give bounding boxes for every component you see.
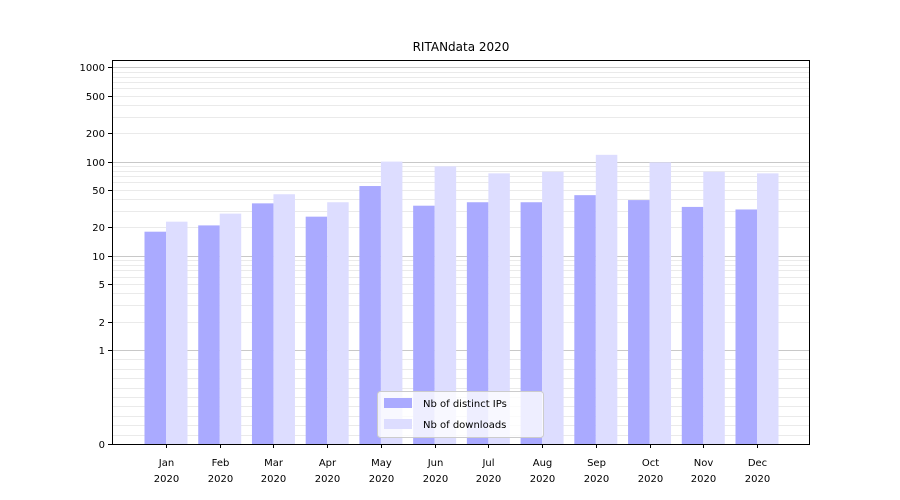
bar-distinct-ips-feb (198, 225, 220, 444)
x-tick-label-year: 2020 (638, 474, 663, 485)
x-tick-label-year: 2020 (423, 474, 448, 485)
bar-distinct-ips-jun (413, 205, 435, 444)
bar-distinct-ips-jul (466, 202, 489, 444)
y-tick-label: 5 (99, 280, 105, 291)
bar-downloads-mar (273, 194, 295, 444)
x-tick-label-month: Oct (642, 458, 659, 469)
x-tick-label-month: Feb (212, 458, 230, 469)
legend-label: Nb of downloads (423, 420, 506, 431)
bar-downloads-jul (488, 173, 510, 444)
y-tick-label: 10 (92, 252, 105, 263)
y-tick-label: 50 (92, 186, 105, 197)
y-tick-label: 20 (92, 223, 105, 234)
x-axis: Jan 2020 Feb 2020 Mar 2020 Apr 2020 May 2020 Jun 20… (154, 444, 770, 485)
bars-layer (144, 154, 779, 445)
x-tick-label-month: Jan (158, 458, 174, 469)
x-tick-label-month: Jun (427, 458, 444, 469)
bar-downloads-may (380, 161, 403, 444)
bar-downloads-jan (166, 221, 188, 444)
bar-downloads-jun (434, 166, 457, 445)
legend-box (377, 391, 544, 438)
x-tick-label-month: Sep (587, 458, 606, 469)
chart-title: RITANdata 2020 (413, 40, 510, 54)
y-tick-label: 0 (99, 440, 105, 451)
x-tick-label-year: 2020 (691, 474, 716, 485)
x-tick-label-year: 2020 (315, 474, 340, 485)
y-tick-label: 2 (99, 318, 105, 329)
plot-frame (112, 60, 810, 445)
legend: Nb of distinct IPs Nb of downloads (377, 391, 544, 438)
bar-distinct-ips-apr (305, 216, 328, 444)
y-tick-label: 1 (99, 346, 105, 357)
x-tick-label-year: 2020 (745, 474, 770, 485)
bar-downloads-dec (757, 173, 779, 444)
x-tick-label-month: Dec (748, 458, 767, 469)
x-tick-label-year: 2020 (154, 474, 179, 485)
bar-distinct-ips-may (359, 186, 381, 444)
bar-downloads-aug (542, 171, 564, 444)
bar-distinct-ips-jan (144, 231, 166, 444)
y-tick-label: 200 (86, 129, 105, 140)
bar-downloads-nov (703, 171, 725, 444)
x-tick-label-year: 2020 (208, 474, 233, 485)
y-tick-label: 500 (86, 92, 105, 103)
y-tick-label: 1000 (80, 63, 105, 74)
legend-swatch (384, 398, 412, 408)
x-tick-label-year: 2020 (530, 474, 555, 485)
legend-swatch (384, 419, 412, 429)
y-tick-label: 100 (86, 158, 105, 169)
y-axis: 0 1 2 5 10 20 50 100 200 500 1000 (80, 63, 112, 451)
bar-distinct-ips-sep (574, 195, 596, 444)
x-tick-label-month: Mar (264, 458, 284, 469)
bar-distinct-ips-nov (681, 206, 704, 444)
x-tick-label-month: Jul (481, 458, 494, 469)
x-tick-label-month: Nov (694, 458, 714, 469)
bar-downloads-sep (595, 154, 618, 444)
x-tick-label-year: 2020 (261, 474, 286, 485)
x-tick-label-month: May (371, 458, 392, 469)
bar-distinct-ips-aug (520, 202, 543, 444)
x-tick-label-year: 2020 (369, 474, 394, 485)
x-tick-label-month: Aug (533, 458, 553, 469)
bar-distinct-ips-mar (251, 203, 274, 444)
legend-label: Nb of distinct IPs (423, 399, 507, 410)
bar-downloads-apr (327, 202, 349, 444)
x-tick-label-year: 2020 (584, 474, 609, 485)
bar-distinct-ips-dec (735, 209, 757, 444)
bar-downloads-oct (649, 162, 672, 445)
x-tick-label-year: 2020 (476, 474, 501, 485)
bar-distinct-ips-oct (628, 200, 650, 444)
x-tick-label-month: Apr (319, 458, 337, 469)
bar-downloads-feb (219, 213, 242, 444)
